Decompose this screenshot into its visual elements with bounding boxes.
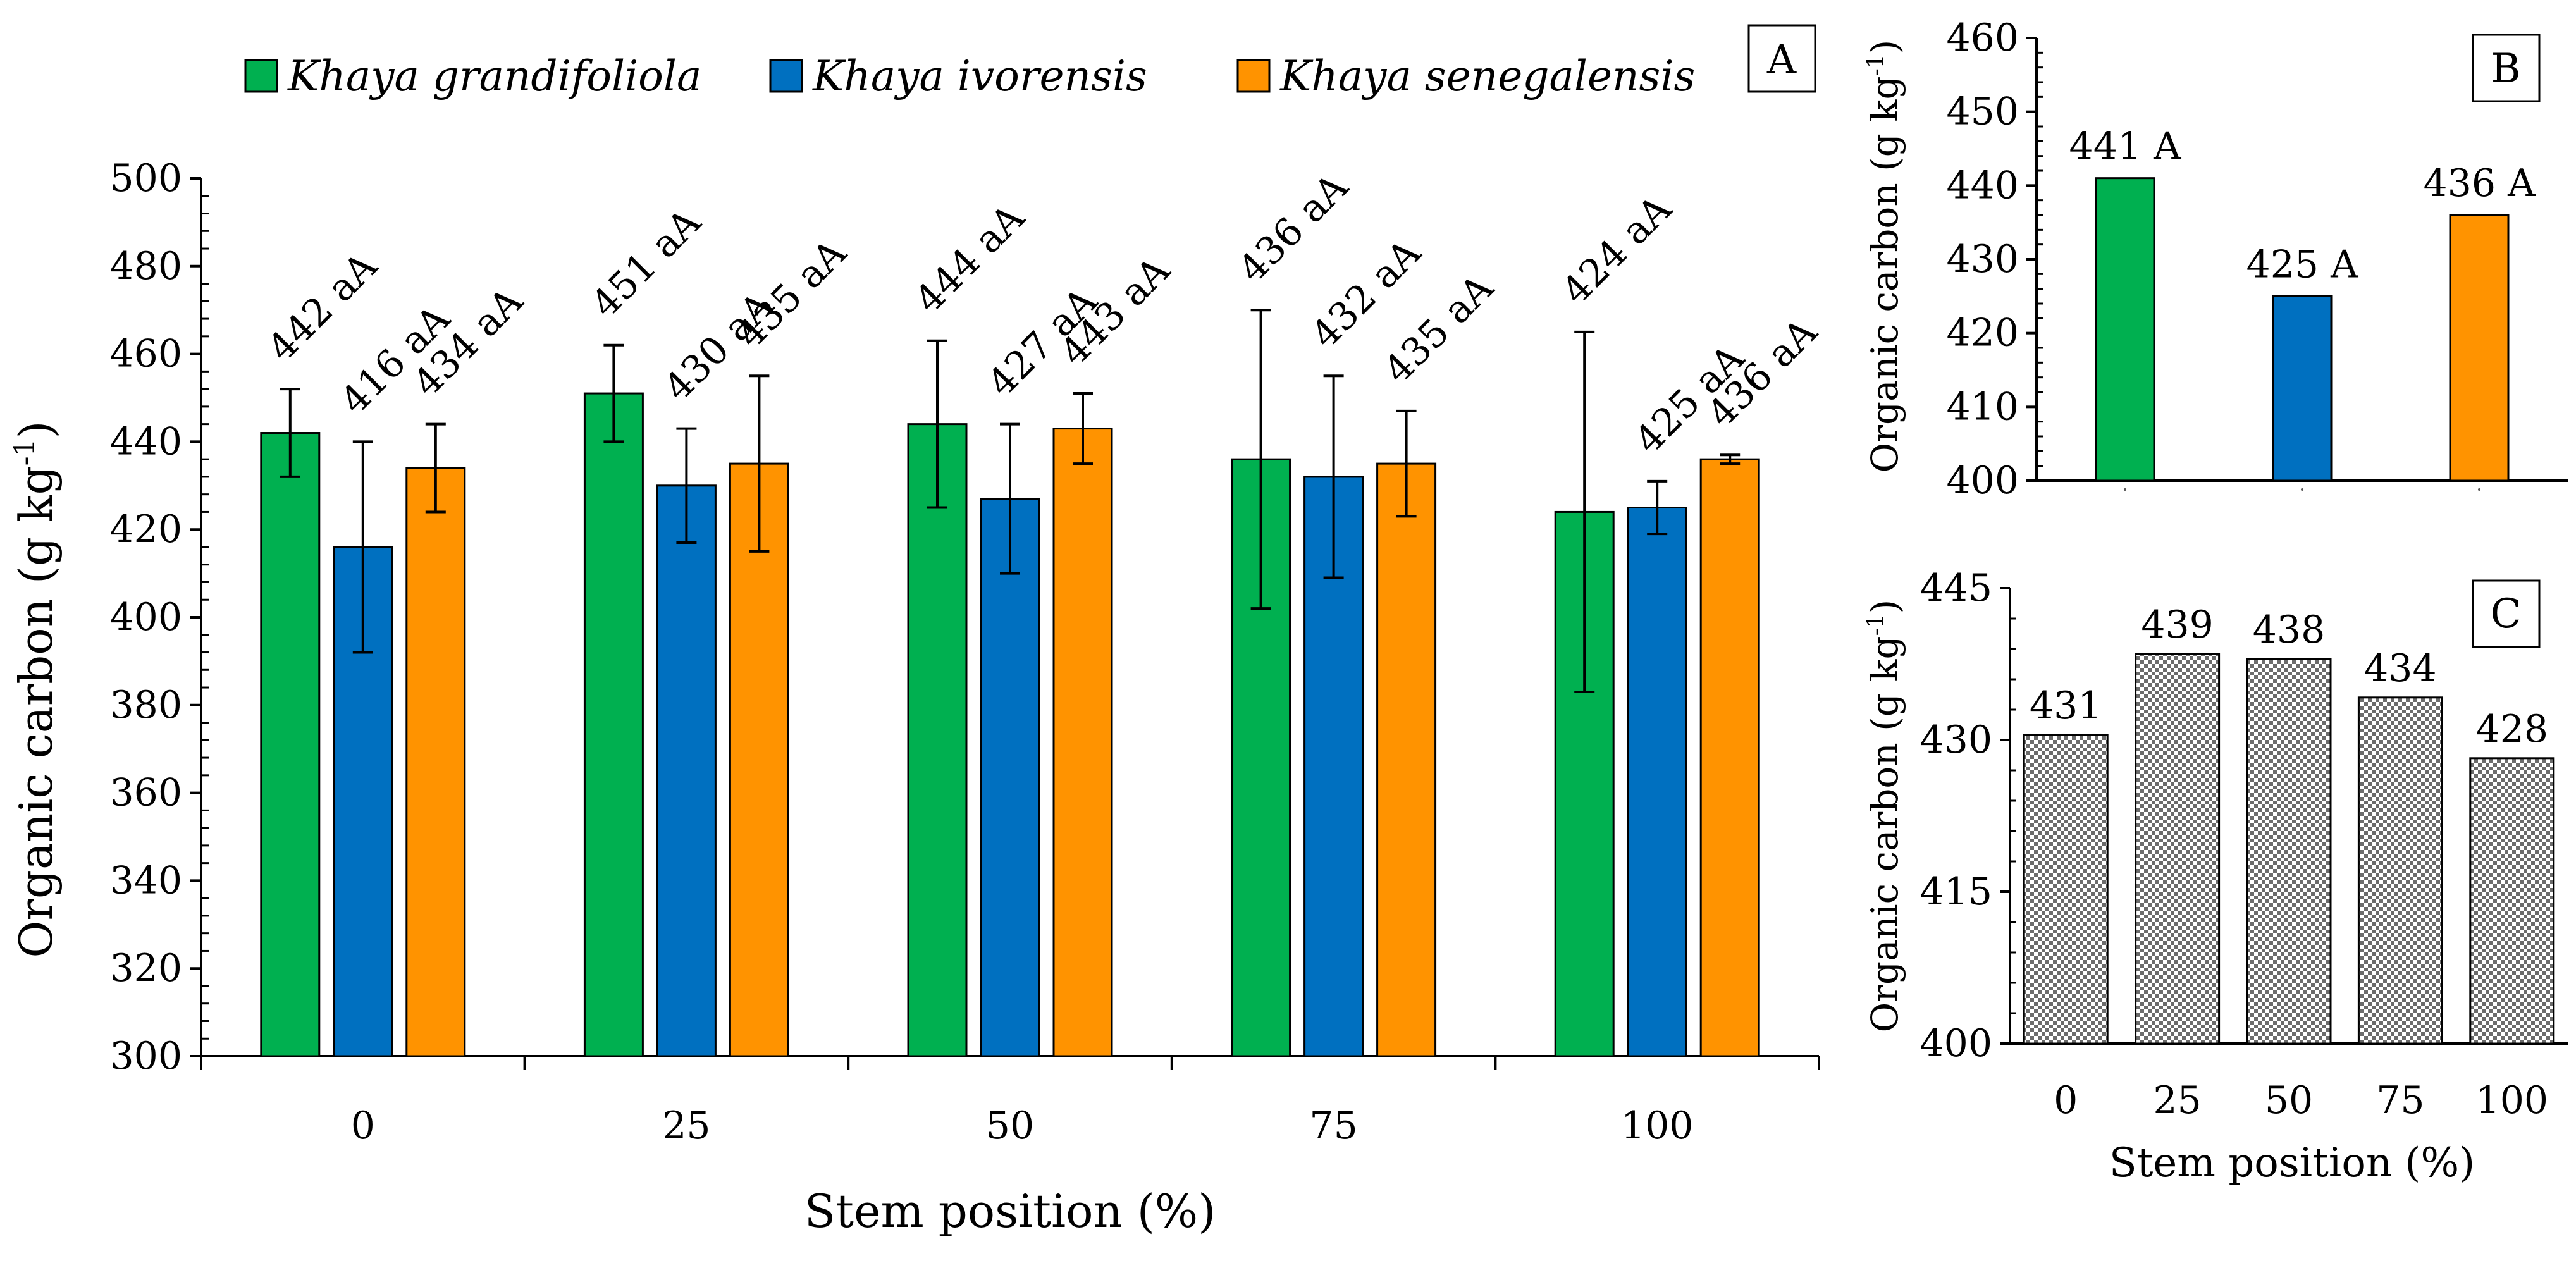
data-label-c: 428: [2476, 707, 2549, 751]
panel-a-letter: A: [1766, 37, 1797, 83]
bar-c: [2135, 653, 2221, 1045]
x-tick-label-a: 25: [662, 1104, 710, 1148]
x-marker-b: [2124, 488, 2126, 491]
x-axis-label-c: Stem position (%): [2109, 1140, 2475, 1186]
bar-a: [1699, 458, 1760, 1057]
data-label-b: 436 A: [2424, 161, 2536, 206]
x-tick-label-a: 100: [1621, 1104, 1694, 1148]
y-tick-label-a: 340: [109, 858, 182, 903]
panel-a: Khaya grandifoliola Khaya ivorensis Khay…: [9, 24, 1826, 1238]
bar-a: [729, 462, 789, 1057]
bar-a: [583, 392, 644, 1057]
data-label-a: 424 aA: [1553, 187, 1680, 313]
y-axis-label-a: Organic carbon (g kg-1): [9, 421, 63, 958]
bar-a: [260, 432, 321, 1057]
y-tick-label-c: 400: [1920, 1021, 1992, 1066]
data-label-a: 442 aA: [259, 243, 386, 370]
data-label-c: 439: [2141, 603, 2214, 647]
data-label-a: 451 aA: [583, 200, 710, 326]
y-tick-label-c: 415: [1920, 870, 1992, 914]
panel-b: B Organic carbon (g kg-1) 400 410 420 430 44…: [1863, 16, 2568, 503]
bar-a: [1627, 507, 1687, 1057]
data-label-b: 441 A: [2069, 125, 2182, 169]
legend-label-ivorensis: Khaya ivorensis: [812, 52, 1147, 101]
bar-a: [405, 467, 466, 1057]
y-tick-label-a: 380: [109, 683, 182, 727]
data-label-a: 436 aA: [1230, 164, 1357, 291]
panel-a-letter-box: [1747, 24, 1816, 93]
bar-a: [1052, 428, 1113, 1057]
bar-a: [1376, 462, 1437, 1057]
y-tick-label-a: 460: [109, 332, 182, 376]
legend-swatch-ivorensis: [769, 59, 803, 93]
panel-c-letter-box: [2472, 579, 2541, 648]
y-tick-label-b: 400: [1946, 459, 2019, 503]
y-tick-label-c: 430: [1920, 718, 1992, 762]
y-tick-label-b: 410: [1946, 385, 2019, 429]
legend-swatch-grandifoliola: [244, 59, 278, 93]
y-tick-label-b: 440: [1946, 163, 2019, 207]
y-tick-label-b: 420: [1946, 311, 2019, 355]
x-marker-b: [2301, 488, 2303, 491]
y-tick-label-c: 445: [1920, 566, 1992, 610]
y-axis-label-b: Organic carbon (g kg-1): [1863, 40, 1906, 473]
y-axis-label-c: Organic carbon (g kg-1): [1863, 600, 1906, 1033]
y-tick-label-a: 420: [109, 507, 182, 551]
legend-label-grandifoliola: Khaya grandifoliola: [287, 52, 701, 101]
plot-area-a: 300 320 340 360 380 400 420 440 460 480 500 0 442 aA…: [109, 156, 1825, 1148]
data-label-c: 438: [2253, 608, 2326, 652]
plot-area-b: 400 410 420 430 440 450 460 441 A 425 A 436 A: [1946, 16, 2568, 503]
legend-swatch-senegalensis: [1236, 59, 1271, 93]
bar-b: [2272, 295, 2333, 482]
y-tick-label-b: 430: [1946, 237, 2019, 281]
panel-c-letter: C: [2491, 591, 2522, 638]
bar-b: [2095, 177, 2155, 482]
x-tick-label-a: 75: [1309, 1104, 1357, 1148]
plot-area-c: 400 415 430 445 431 0 439 25 438 50 434 75 428 100: [1920, 566, 2568, 1123]
y-tick-label-a: 400: [109, 595, 182, 639]
x-axis-label-a: Stem position (%): [804, 1185, 1216, 1238]
legend-label-senegalensis: Khaya senegalensis: [1279, 52, 1695, 101]
data-label-c: 434: [2364, 646, 2437, 691]
panel-b-letter-box: [2472, 34, 2541, 102]
data-label-c: 431: [2030, 684, 2102, 728]
bar-a: [907, 423, 968, 1057]
y-tick-label-b: 450: [1946, 90, 2019, 134]
y-tick-label-a: 480: [109, 244, 182, 288]
bar-c: [2469, 757, 2555, 1045]
y-tick-label-a: 300: [109, 1034, 182, 1078]
x-marker-b: [2478, 488, 2480, 491]
x-tick-label-c: 75: [2376, 1078, 2424, 1123]
bar-c: [2246, 658, 2332, 1045]
panel-c: C Organic carbon (g kg-1) Stem position …: [1863, 566, 2568, 1186]
y-tick-label-a: 360: [109, 771, 182, 815]
x-tick-label-c: 0: [2054, 1078, 2078, 1123]
x-tick-label-c: 100: [2476, 1078, 2549, 1123]
y-tick-label-a: 320: [109, 946, 182, 990]
x-tick-label-c: 50: [2265, 1078, 2313, 1123]
legend-a: Khaya grandifoliola Khaya ivorensis Khay…: [244, 52, 1695, 101]
bar-a: [980, 498, 1040, 1057]
bar-b: [2449, 214, 2510, 482]
y-tick-label-a: 440: [109, 419, 182, 464]
bar-a: [656, 484, 717, 1057]
data-label-b: 425 A: [2246, 242, 2359, 286]
y-tick-label-b: 460: [1946, 16, 2019, 60]
y-tick-label-a: 500: [109, 156, 182, 200]
bar-c: [2357, 696, 2443, 1045]
bar-c: [2023, 734, 2109, 1045]
x-tick-label-c: 25: [2153, 1078, 2201, 1123]
data-label-a: 444 aA: [906, 195, 1033, 322]
x-tick-label-a: 0: [351, 1104, 375, 1148]
panel-b-letter: B: [2491, 46, 2520, 92]
x-tick-label-a: 50: [986, 1104, 1034, 1148]
